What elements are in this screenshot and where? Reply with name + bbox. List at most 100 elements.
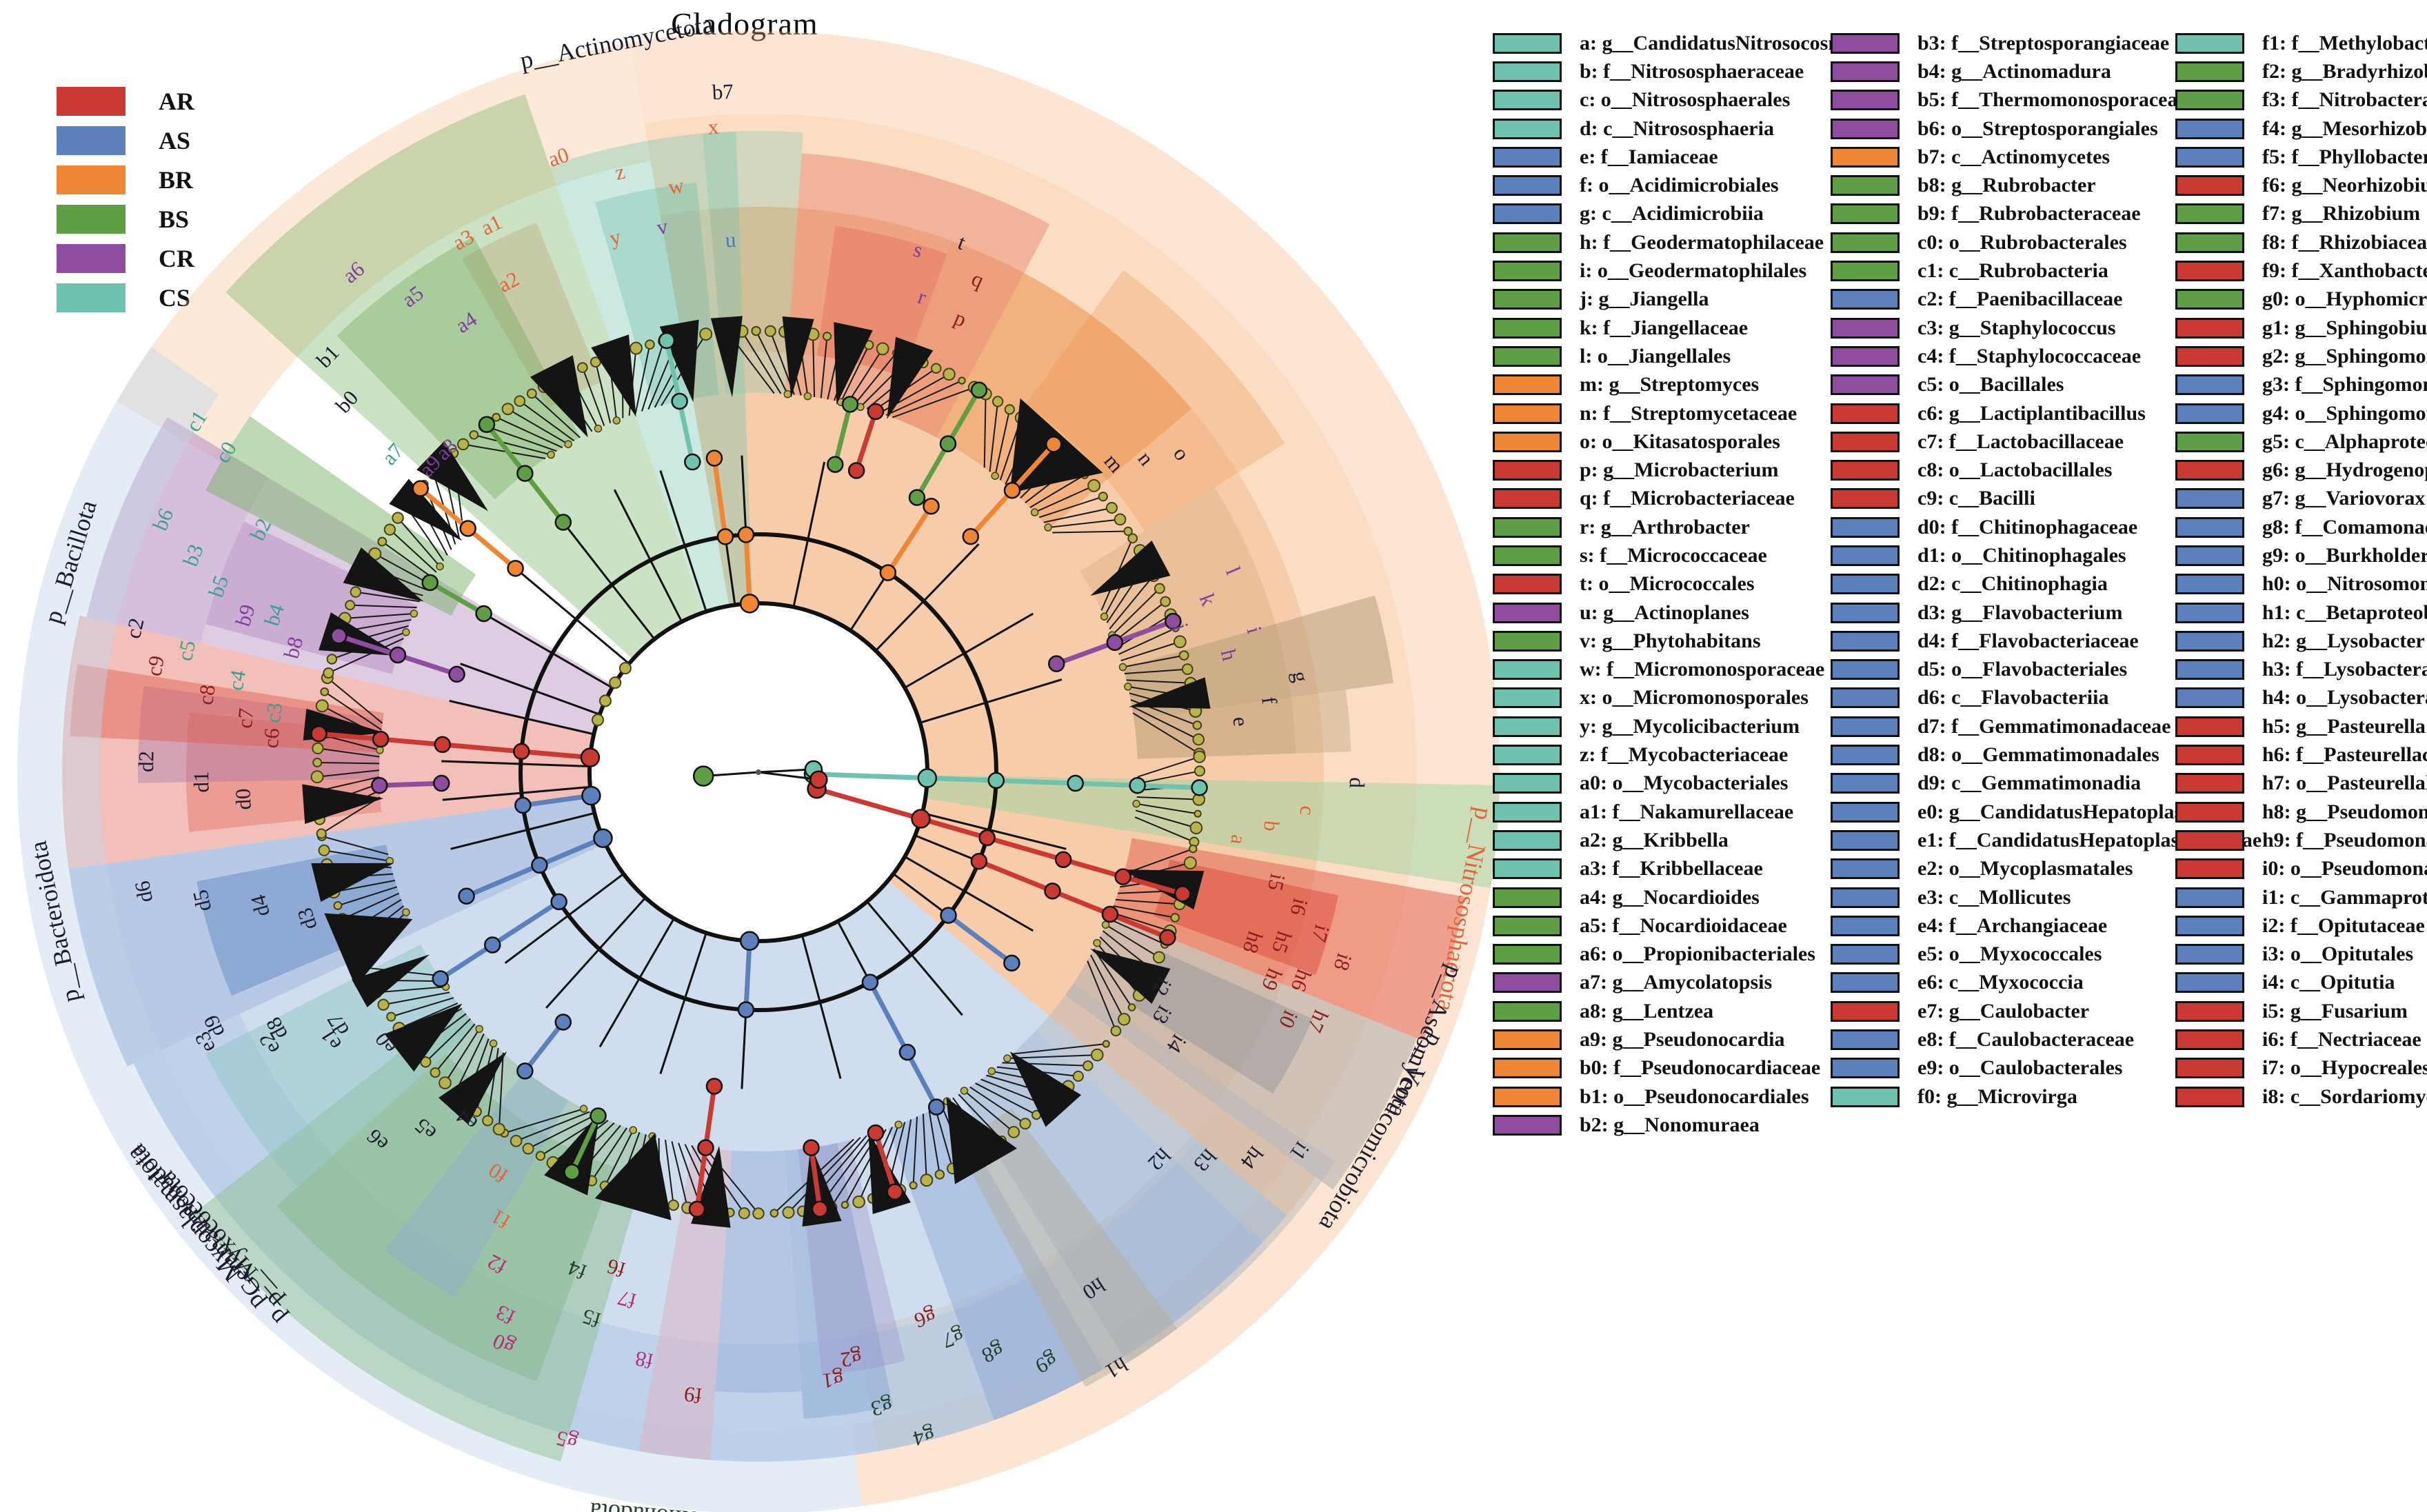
enriched-edge bbox=[523, 1020, 565, 1073]
inner-node bbox=[629, 1126, 638, 1134]
enriched-edge bbox=[905, 1051, 939, 1109]
taxa-swatch-a0 bbox=[1493, 773, 1562, 794]
enriched-node bbox=[911, 809, 931, 829]
tree-spoke bbox=[460, 663, 601, 716]
leaf-node bbox=[934, 1169, 945, 1180]
taxa-swatch-b6 bbox=[1831, 118, 1900, 139]
tree-spoke bbox=[792, 461, 826, 607]
inner-node bbox=[783, 390, 792, 399]
taxa-legend-item-b: b: f__Nitrososphaeraceae bbox=[1493, 57, 1880, 85]
taxa-legend-item-c8: c8: o__Lactobacillales bbox=[1831, 456, 2262, 484]
tree-spoke bbox=[442, 785, 591, 801]
taxa-swatch-g6 bbox=[2175, 460, 2244, 481]
taxa-swatch-g9 bbox=[2175, 545, 2244, 566]
leaf-branch bbox=[1105, 924, 1160, 958]
taxa-swatch-g5 bbox=[2175, 431, 2244, 452]
taxa-swatch-b4 bbox=[1831, 61, 1900, 82]
taxa-label: h1: c__Betaproteobacteria bbox=[2262, 601, 2427, 624]
enriched-node bbox=[1159, 929, 1176, 946]
enriched-node bbox=[554, 1014, 572, 1031]
enriched-node bbox=[978, 829, 996, 847]
background-wedge bbox=[888, 1100, 1103, 1420]
leaf-branch bbox=[1131, 705, 1199, 740]
taxa-label: m: g__Streptomyces bbox=[1580, 373, 1760, 396]
taxa-legend-item-x: x: o__Micromonosporales bbox=[1493, 684, 1880, 712]
enriched-node bbox=[516, 465, 534, 482]
taxa-legend-item-c7: c7: f__Lactobacillaceae bbox=[1831, 427, 2262, 456]
background-wedge bbox=[1132, 951, 1313, 1094]
enriched-node bbox=[448, 665, 465, 683]
leaf-node bbox=[482, 1115, 494, 1127]
leaf-node bbox=[535, 1151, 546, 1161]
collapsed-clade-triangle bbox=[352, 954, 430, 1007]
collapsed-clade-triangle bbox=[389, 478, 463, 541]
taxa-legend-item-d3: d3: g__Flavobacterium bbox=[1831, 598, 2262, 627]
taxa-label: i4: c__Opitutia bbox=[2262, 971, 2395, 994]
taxa-label: g1: g__Sphingobium bbox=[2262, 316, 2427, 339]
taxa-swatch-d4 bbox=[1831, 630, 1900, 652]
taxa-label: d: c__Nitrososphaeria bbox=[1580, 117, 1774, 140]
taxa-swatch-h7 bbox=[2175, 773, 2244, 794]
leaf-branch bbox=[604, 1129, 634, 1187]
taxa-label: z: f__Mycobacteriaceae bbox=[1580, 743, 1789, 767]
taxa-swatch-b7 bbox=[1831, 146, 1900, 168]
taxa-swatch-f5 bbox=[2175, 146, 2244, 168]
class-legend-item: BR bbox=[57, 160, 194, 199]
taxa-swatch-o bbox=[1493, 431, 1562, 452]
leaf-branch bbox=[892, 386, 975, 419]
leaf-node bbox=[764, 325, 776, 337]
leaf-node bbox=[469, 430, 479, 440]
leaf-node bbox=[392, 512, 404, 524]
leaf-branch bbox=[594, 361, 612, 423]
ring-letter-c9: c9 bbox=[141, 654, 169, 678]
taxa-label: i: o__Geodermatophilales bbox=[1580, 259, 1807, 283]
enriched-node bbox=[867, 1124, 885, 1142]
ring-letter-b7: b7 bbox=[712, 79, 734, 105]
enriched-edge bbox=[996, 778, 1076, 786]
enriched-node bbox=[1054, 851, 1072, 869]
taxa-label: a8: g__Lentzea bbox=[1580, 999, 1714, 1022]
ring-letter-d1: d1 bbox=[189, 771, 214, 793]
taxa-swatch-j bbox=[1493, 289, 1562, 310]
taxa-swatch-g1 bbox=[2175, 317, 2244, 339]
leaf-branch bbox=[812, 334, 816, 398]
enriched-node bbox=[923, 497, 940, 515]
taxa-label: a7: g__Amycolatopsis bbox=[1580, 971, 1773, 994]
leaf-node bbox=[501, 403, 514, 416]
taxa-swatch-e1 bbox=[1831, 829, 1900, 851]
leaf-branch bbox=[755, 330, 789, 395]
taxa-legend-item-d2: d2: c__Chitinophagia bbox=[1831, 570, 2262, 598]
class-legend: AR AS BR BS CR CS bbox=[57, 81, 194, 317]
collapsed-clade-triangle bbox=[591, 334, 636, 417]
taxa-legend-item-d7: d7: f__Gemmatimonadaceae bbox=[1831, 712, 2262, 740]
taxa-legend-item-d5: d5: o__Flavobacteriales bbox=[1831, 656, 2262, 684]
leaf-branch bbox=[399, 1002, 459, 1029]
taxa-legend-item-p: p: g__Microbacterium bbox=[1493, 456, 1880, 484]
taxa-swatch-i2 bbox=[2175, 915, 2244, 936]
taxa-legend-item-c1: c1: c__Rubrobacteria bbox=[1831, 256, 2262, 285]
taxa-label: o: o__Kitasatosporales bbox=[1580, 430, 1780, 453]
taxa-legend-item-v: v: g__Phytohabitans bbox=[1493, 627, 1880, 655]
taxa-swatch-c0 bbox=[1831, 232, 1900, 253]
ring-letter-d: d bbox=[1345, 777, 1369, 789]
taxa-legend-item-a3: a3: f__Kribbellaceae bbox=[1493, 855, 1880, 883]
taxa-legend-item-h5: h5: g__Pasteurella bbox=[2175, 712, 2427, 740]
taxa-swatch-f8 bbox=[2175, 232, 2244, 253]
leaf-branch bbox=[1012, 1043, 1107, 1055]
leaf-branch bbox=[474, 434, 552, 456]
enriched-node bbox=[531, 856, 548, 874]
taxa-legend-item-u: u: g__Actinoplanes bbox=[1493, 598, 1880, 627]
enriched-edge bbox=[379, 780, 442, 788]
taxa-swatch-h9 bbox=[2175, 829, 2244, 851]
enriched-edge bbox=[743, 940, 752, 1010]
enriched-edge bbox=[380, 736, 443, 747]
leaf-node bbox=[320, 687, 330, 696]
taxa-swatch-c5 bbox=[1831, 374, 1900, 396]
taxa-label: a4: g__Nocardioides bbox=[1580, 885, 1760, 909]
enriched-node bbox=[1044, 883, 1061, 900]
taxa-label: c3: g__Staphylococcus bbox=[1917, 316, 2116, 339]
leaf-branch bbox=[847, 348, 884, 404]
leaf-node bbox=[738, 1207, 750, 1220]
enriched-edge bbox=[694, 1147, 708, 1210]
leaf-branch bbox=[1120, 641, 1180, 662]
